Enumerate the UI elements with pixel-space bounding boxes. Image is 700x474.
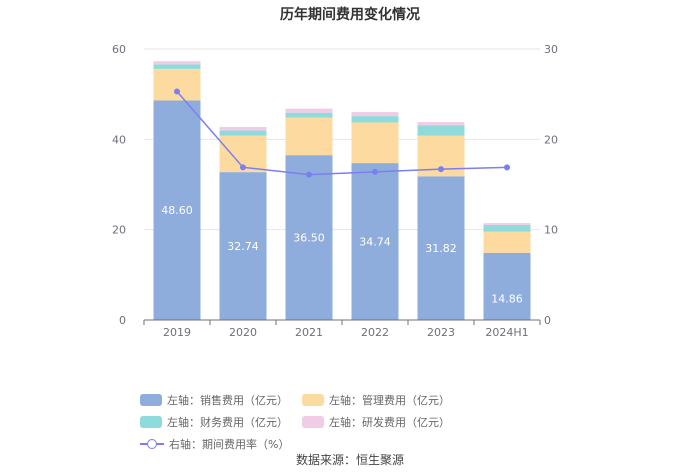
rate-point — [504, 164, 510, 171]
bar-layer — [153, 61, 531, 321]
admin-bar — [153, 68, 201, 101]
x-tick-label: 2021 — [295, 326, 323, 339]
rnd-bar — [351, 112, 399, 117]
grid-lines — [144, 48, 540, 231]
left-tick-label: 40 — [112, 133, 126, 146]
legend-label: 左轴：销售费用（亿元） — [167, 394, 288, 407]
finance-bar — [219, 130, 267, 136]
finance-bar — [417, 125, 465, 136]
right-tick-label: 30 — [544, 43, 558, 56]
sales-bar — [153, 100, 201, 321]
finance-bar — [285, 112, 333, 118]
finance-bar — [483, 224, 531, 232]
left-tick-label: 60 — [112, 43, 126, 56]
legend-label: 左轴：管理费用（亿元） — [329, 394, 450, 407]
sales-bar — [285, 155, 333, 320]
rate-point — [240, 164, 246, 171]
admin-bar — [285, 117, 333, 156]
chart-title: 历年期间费用变化情况 — [280, 7, 420, 23]
sales-bar — [417, 176, 465, 320]
sales-value-label: 31.82 — [425, 242, 457, 255]
legend-item-rnd[interactable]: 左轴：研发费用（亿元） — [302, 411, 450, 433]
rnd-bar — [483, 223, 531, 225]
legend-swatch — [140, 394, 162, 406]
sales-bar — [219, 172, 267, 320]
rate-point — [438, 166, 444, 173]
sales-value-label: 36.50 — [293, 232, 325, 245]
legend-label: 左轴：研发费用（亿元） — [329, 416, 450, 429]
legend: 左轴：销售费用（亿元） 左轴：管理费用（亿元） 左轴：财务费用（亿元） 左轴：研发费用… — [140, 389, 580, 455]
x-tick-label: 2020 — [229, 326, 257, 339]
rnd-bar — [417, 122, 465, 126]
sales-value-label: 34.74 — [359, 236, 391, 249]
admin-bar — [351, 122, 399, 164]
legend-swatch — [140, 438, 164, 450]
legend-swatch — [302, 394, 324, 406]
x-tick-label: 2019 — [163, 326, 191, 339]
x-tick-label: 2023 — [427, 326, 455, 339]
rate-line-layer — [174, 88, 510, 178]
left-tick-label: 20 — [112, 224, 126, 237]
sales-value-label: 32.74 — [227, 240, 259, 253]
legend-item-admin[interactable]: 左轴：管理费用（亿元） — [302, 389, 450, 411]
finance-bar — [351, 116, 399, 123]
legend-item-rate[interactable]: 右轴：期间费用率（%） — [140, 433, 289, 455]
legend-item-sales[interactable]: 左轴：销售费用（亿元） — [140, 389, 288, 411]
legend-item-finance[interactable]: 左轴：财务费用（亿元） — [140, 411, 288, 433]
sales-value-label: 48.60 — [161, 204, 193, 217]
rnd-bar — [219, 126, 267, 131]
x-tick-label: 2022 — [361, 326, 389, 339]
rnd-bar — [153, 61, 201, 65]
rate-point — [174, 88, 180, 95]
rate-line — [176, 90, 508, 176]
sales-value-label: 14.86 — [491, 292, 523, 305]
rnd-bar — [285, 108, 333, 113]
legend-label: 左轴：财务费用（亿元） — [167, 416, 288, 429]
left-tick-label: 0 — [119, 314, 126, 327]
rate-point — [306, 171, 312, 178]
sales-bar — [351, 163, 399, 320]
legend-label: 右轴：期间费用率（%） — [169, 438, 290, 451]
admin-bar — [483, 231, 531, 253]
right-tick-label: 10 — [544, 224, 558, 237]
rate-point — [372, 168, 378, 175]
legend-swatch — [302, 416, 324, 428]
source-note: 数据来源：恒生聚源 — [295, 453, 404, 467]
x-tick-label: 2024H1 — [485, 326, 528, 339]
data-labels: 48.60 32.74 36.50 34.74 31.82 14.86 — [161, 204, 523, 305]
legend-swatch — [140, 416, 162, 428]
right-tick-label: 0 — [544, 314, 551, 327]
sales-bar — [483, 252, 531, 320]
axes: 0 20 40 60 0 10 20 30 2019 2020 2021 2022 2023 2024H1 — [112, 43, 558, 339]
finance-bar — [153, 64, 201, 69]
right-tick-label: 20 — [544, 133, 558, 146]
